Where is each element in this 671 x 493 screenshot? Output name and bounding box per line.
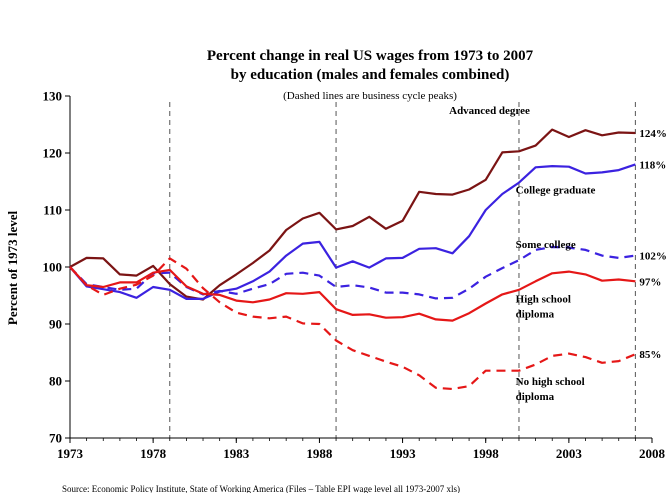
- series-name-label: Advanced degree: [449, 105, 530, 117]
- x-tick-label: 1983: [223, 446, 250, 461]
- series-line-advanced-degree: [69, 128, 636, 301]
- x-tick-label: 1973: [57, 446, 84, 461]
- series-name-label: High school: [516, 293, 571, 305]
- source-note: Source: Economic Policy Institute, State…: [62, 484, 460, 493]
- series-line-college-graduate: [69, 163, 636, 300]
- series-line-high-school-diploma: [69, 266, 636, 322]
- y-tick-label: 130: [43, 89, 63, 104]
- series-name-label: Some college: [516, 239, 576, 251]
- axes: 70 80 90 100 110 120 130 1973 1978 1983 1988 1993 19…: [43, 89, 666, 462]
- y-tick-label: 70: [49, 431, 62, 446]
- x-tick-label: 1988: [306, 446, 333, 461]
- series-name-label: diploma: [516, 391, 555, 403]
- series-lines: [69, 128, 636, 391]
- business-cycle-peak-lines: [169, 102, 636, 438]
- series-line-no-high-school-diploma: [69, 257, 636, 391]
- chart-title: Percent change in real US wages from 197…: [207, 48, 534, 64]
- y-tick-label: 110: [43, 203, 62, 218]
- x-tick-label: 2008: [639, 446, 666, 461]
- x-tick-label: 1998: [473, 446, 500, 461]
- y-tick-label: 90: [49, 317, 62, 332]
- end-value-label: 85%: [639, 349, 661, 361]
- y-axis-label: Percent of 1973 level: [5, 211, 20, 326]
- end-value-label: 102%: [639, 251, 667, 263]
- series-labels: 124% 118% 102% 97% 85% Advanced degree College…: [449, 105, 667, 403]
- series-name-label: No high school: [516, 376, 585, 388]
- series-line-some-college: [69, 245, 636, 300]
- x-tick-label: 1978: [140, 446, 167, 461]
- x-tick-label: 1993: [390, 446, 417, 461]
- series-name-label: College graduate: [516, 184, 596, 196]
- series-name-label: diploma: [516, 308, 555, 320]
- end-value-label: 124%: [639, 128, 667, 140]
- end-value-label: 118%: [639, 159, 666, 171]
- chart-title-line2: by education (males and females combined…: [231, 67, 510, 83]
- x-tick-label: 2003: [556, 446, 583, 461]
- y-tick-label: 80: [49, 374, 62, 389]
- end-value-label: 97%: [639, 276, 661, 288]
- chart-subtitle: (Dashed lines are business cycle peaks): [283, 90, 457, 102]
- y-tick-label: 100: [43, 260, 63, 275]
- y-tick-label: 120: [43, 146, 63, 161]
